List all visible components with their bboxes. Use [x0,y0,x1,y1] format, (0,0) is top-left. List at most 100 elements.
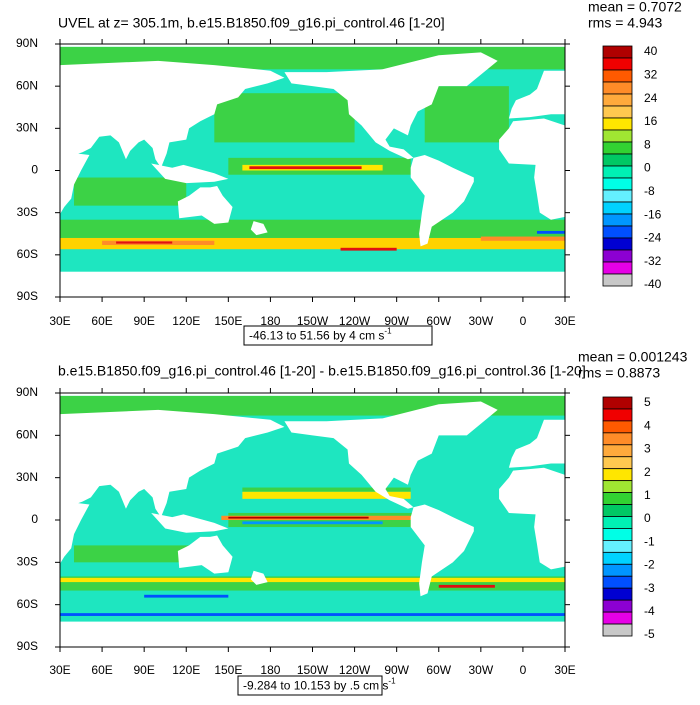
y-tick-label: 90S [17,639,38,653]
x-tick-label: 180 [260,663,280,677]
x-tick-label: 150W [297,314,329,328]
x-tick-label: 60E [91,314,112,328]
colorbar-label: 16 [644,114,658,128]
x-tick-label: 30W [468,663,493,677]
y-tick-label: 90N [16,385,38,399]
info-text: -46.13 to 51.56 by 4 cm s [249,329,384,343]
mean-stat: mean = 0.001243 [578,349,688,365]
colorbar-box [602,81,633,95]
colorbar-label: 5 [644,395,651,409]
colorbar-box [602,129,633,143]
colorbar-box [602,69,633,83]
colorbar-box [602,273,633,287]
y-tick-label: 90S [17,289,38,303]
x-tick-label: 120W [339,663,371,677]
colorbar-box [602,237,633,251]
colorbar-box [602,213,633,227]
info-sup: -1 [388,677,396,686]
colorbar-box [602,480,633,493]
x-tick-label: 150E [214,663,242,677]
rms-stat: rms = 0.8873 [578,365,660,381]
colorbar-label: 1 [644,488,651,502]
x-tick-label: 0 [520,663,527,677]
colorbar-box [602,105,633,119]
info-label: -9.284 to 10.153 by .5 cm s-1 [243,677,396,693]
x-tick-label: 90E [133,314,154,328]
x-tick-label: 30E [49,314,70,328]
colorbar-box [602,261,633,275]
colorbar-box [602,57,633,71]
x-tick-label: 120W [339,314,371,328]
x-tick-label: 30E [49,663,70,677]
y-tick-label: 0 [31,512,38,526]
colorbar-box [602,117,633,131]
x-tick-label: 30E [554,663,575,677]
colorbar-box [602,623,633,637]
colorbar-box [602,528,633,541]
colorbar-label: -3 [644,581,655,595]
colorbar-box [602,575,633,589]
x-tick-label: 90W [384,314,409,328]
colorbar-box [602,611,633,625]
colorbar-label: 4 [644,418,651,432]
colorbar-box [602,165,633,179]
panel-title: UVEL at z= 305.1m, b.e15.B1850.f09_g16.p… [58,15,445,31]
colorbar-label: -1 [644,534,655,548]
colorbar-box [602,468,633,482]
info-sup: -1 [384,327,392,336]
colorbar-label: -40 [644,277,662,291]
colorbar-box [602,141,633,155]
colorbar-box [602,93,633,107]
colorbar-box [602,456,633,470]
colorbar-label: 8 [644,137,651,151]
colorbar-box [602,492,633,505]
y-tick-label: 60N [16,428,38,442]
x-tick-label: 150W [297,663,329,677]
colorbar-box [602,201,633,215]
colorbar-box [602,563,633,577]
x-tick-label: 60W [426,314,451,328]
colorbar-box [602,599,633,613]
x-tick-label: 180 [260,314,280,328]
colorbar-label: 0 [644,161,651,175]
y-tick-label: 30S [17,205,38,219]
colorbar-box [602,189,633,203]
colorbar-box [602,408,633,422]
y-tick-label: 60N [16,78,38,92]
x-tick-label: 90W [384,663,409,677]
info-box [237,675,383,696]
colorbar-box [602,432,633,446]
colorbar-label: -24 [644,231,662,245]
x-tick-label: 90E [133,663,154,677]
colorbar-box [602,444,633,458]
y-tick-label: 90N [16,36,38,50]
colorbar-label: 40 [644,44,658,58]
x-tick-label: 120E [172,663,200,677]
colorbar-box [602,249,633,263]
colorbar-label: 3 [644,442,651,456]
map-field [60,43,566,298]
mean-stat: mean = 0.7072 [588,0,682,15]
y-tick-label: 30N [16,470,38,484]
rms-stat: rms = 4.943 [588,15,663,31]
x-tick-label: 30W [468,314,493,328]
y-tick-label: 0 [31,163,38,177]
panel-title: b.e15.B1850.f09_g16.pi_control.46 [1-20]… [58,363,586,379]
colorbar-label: -2 [644,558,655,572]
colorbar-box [602,420,633,434]
colorbar-label: -32 [644,254,662,268]
colorbar-box [602,45,633,59]
colorbar-label: -4 [644,604,655,618]
info-label: -46.13 to 51.56 by 4 cm s-1 [249,327,392,343]
colorbar-box [602,177,633,191]
colorbar-label: 2 [644,465,651,479]
colorbar-box [602,551,633,565]
colorbar-label: -16 [644,207,662,221]
colorbar-box [602,396,633,410]
y-tick-label: 30S [17,555,38,569]
colorbar-box [602,587,633,601]
colorbar-box [602,153,633,167]
y-tick-label: 60S [17,247,38,261]
colorbar-box [602,225,633,239]
